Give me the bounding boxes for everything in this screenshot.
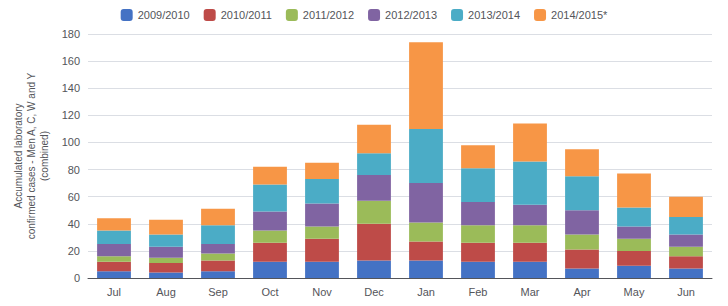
svg-text:Apr: Apr	[573, 286, 590, 298]
svg-text:0: 0	[74, 272, 80, 284]
svg-text:Accumulated laboratory: Accumulated laboratory	[13, 103, 24, 208]
svg-text:Jan: Jan	[417, 286, 435, 298]
svg-text:Dec: Dec	[364, 286, 384, 298]
svg-text:2010/2011: 2010/2011	[221, 9, 272, 21]
svg-text:2014/2015*: 2014/2015*	[551, 9, 608, 21]
svg-text:2011/2012: 2011/2012	[303, 9, 354, 21]
svg-text:May: May	[624, 286, 645, 298]
svg-text:2013/2014: 2013/2014	[468, 9, 520, 21]
svg-text:2009/2010: 2009/2010	[138, 9, 190, 21]
svg-text:60: 60	[68, 191, 80, 203]
svg-text:Aug: Aug	[156, 286, 176, 298]
svg-text:2012/2013: 2012/2013	[385, 9, 437, 21]
svg-text:80: 80	[68, 164, 80, 176]
svg-text:Mar: Mar	[521, 286, 540, 298]
svg-text:100: 100	[62, 136, 80, 148]
svg-text:120: 120	[62, 109, 80, 121]
svg-text:140: 140	[62, 82, 80, 94]
svg-text:Feb: Feb	[469, 286, 488, 298]
svg-text:180: 180	[62, 28, 80, 40]
svg-text:Sep: Sep	[208, 286, 228, 298]
svg-text:Jun: Jun	[677, 286, 695, 298]
svg-text:Oct: Oct	[261, 286, 278, 298]
svg-text:160: 160	[62, 55, 80, 67]
svg-text:20: 20	[68, 245, 80, 257]
svg-text:(combined): (combined)	[39, 131, 50, 181]
svg-text:confirmed cases - Men A, C, W: confirmed cases - Men A, C, W and Y	[26, 72, 37, 239]
svg-text:40: 40	[68, 218, 80, 230]
svg-text:Jul: Jul	[107, 286, 121, 298]
svg-text:Nov: Nov	[312, 286, 332, 298]
